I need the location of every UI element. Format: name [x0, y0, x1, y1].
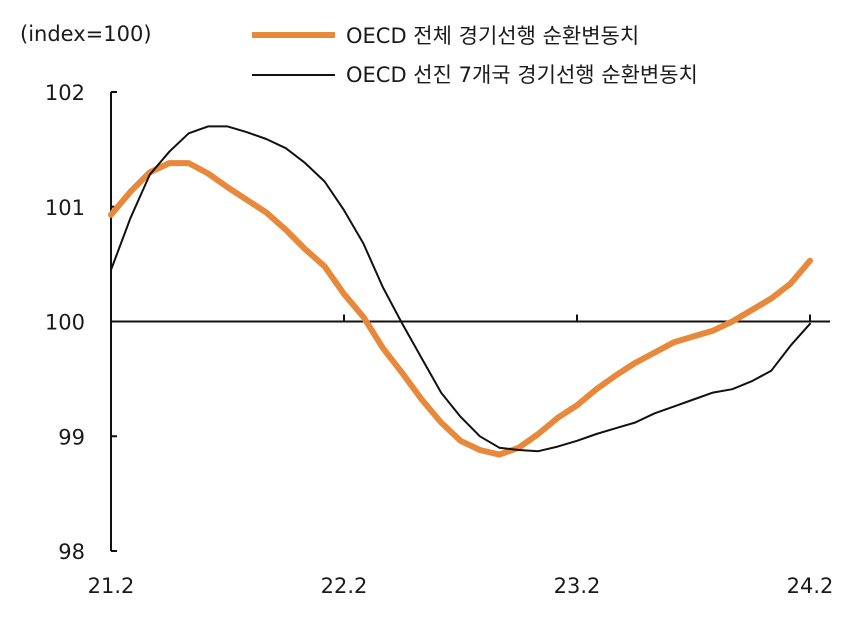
legend: OECD 전체 경기선행 순환변동치 OECD 선진 7개국 경기선행 순환변동… — [252, 24, 698, 87]
series-lines — [108, 125, 813, 458]
series-line-oecd-total — [108, 160, 813, 458]
series-line-g7 — [110, 125, 811, 453]
x-tick-label: 22.2 — [321, 574, 368, 598]
x-tick-label: 24.2 — [787, 574, 834, 598]
x-axis: 21.2 22.2 23.2 24.2 — [88, 314, 834, 598]
legend-label-oecd-total: OECD 전체 경기선행 순환변동치 — [346, 24, 639, 48]
y-tick-label: 98 — [58, 540, 85, 564]
y-axis: 102 101 100 99 98 — [45, 81, 117, 564]
y-tick-label: 100 — [45, 311, 85, 335]
y-tick-label: 101 — [45, 196, 85, 220]
x-tick-label: 21.2 — [88, 574, 135, 598]
y-tick-label: 102 — [45, 81, 85, 105]
y-tick-label: 99 — [58, 425, 85, 449]
x-tick-label: 23.2 — [554, 574, 601, 598]
y-axis-label: (index=100) — [20, 22, 152, 46]
legend-label-g7: OECD 선진 7개국 경기선행 순환변동치 — [346, 63, 698, 87]
